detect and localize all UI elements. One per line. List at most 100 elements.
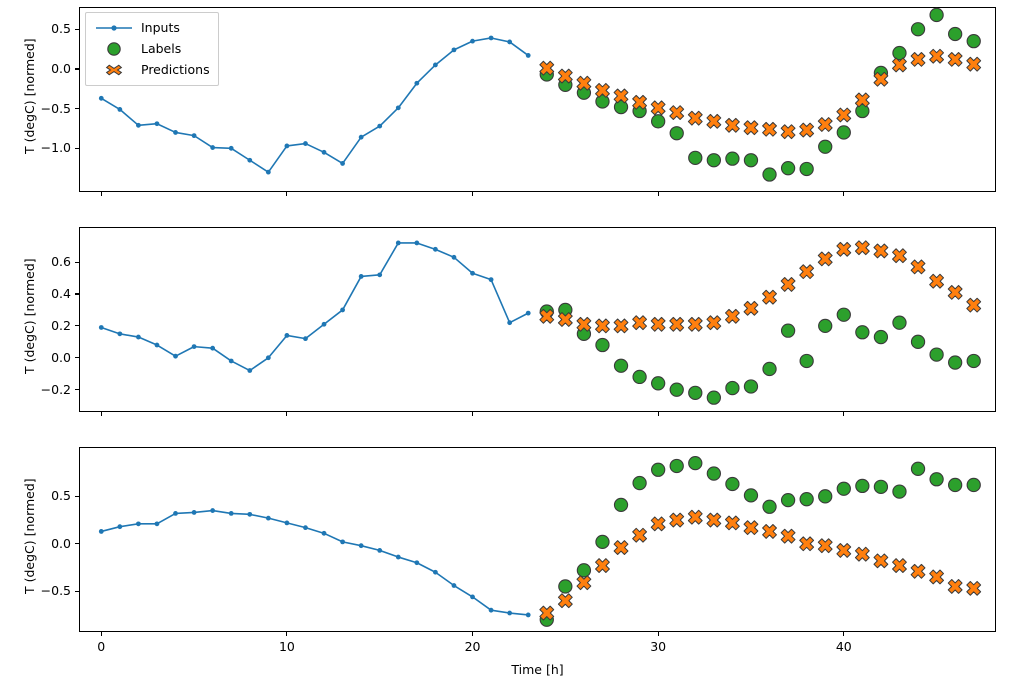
inputs-point xyxy=(358,274,364,279)
predictions-point xyxy=(669,512,685,528)
inputs-point xyxy=(470,38,475,44)
labels-point xyxy=(669,126,684,141)
legend-label-predictions: Predictions xyxy=(141,62,210,77)
labels-point xyxy=(818,139,833,154)
predictions-point xyxy=(799,122,815,138)
labels-point xyxy=(799,161,814,177)
panel-2-ytick xyxy=(75,357,79,359)
inputs-point xyxy=(228,511,234,516)
x-axis-tick-label: 30 xyxy=(650,639,667,654)
labels-point xyxy=(743,379,759,394)
labels-point xyxy=(669,382,684,397)
predictions-point xyxy=(873,71,889,87)
labels-point xyxy=(855,478,870,494)
labels-point xyxy=(743,153,759,168)
predictions-point xyxy=(743,300,759,316)
predictions-point xyxy=(706,315,722,331)
panel-1-axes xyxy=(79,7,996,192)
inputs-line xyxy=(100,509,530,616)
inputs-point xyxy=(340,307,345,313)
panel-2-ytick-label: −0.2 xyxy=(40,381,71,397)
labels-point xyxy=(706,153,721,168)
predictions-point xyxy=(947,579,963,594)
inputs-point xyxy=(433,246,438,252)
legend-label-labels: Labels xyxy=(141,41,182,56)
predictions-point xyxy=(762,524,777,539)
inputs-point xyxy=(173,511,178,516)
inputs-point xyxy=(507,320,513,326)
labels-point xyxy=(855,103,870,119)
inputs-point xyxy=(284,333,290,338)
labels-point xyxy=(948,477,963,493)
inputs-point xyxy=(117,107,123,112)
predictions-point xyxy=(947,284,963,300)
predictions-point xyxy=(595,318,610,334)
predictions-point xyxy=(780,124,796,140)
labels-point xyxy=(892,484,907,499)
labels-point xyxy=(910,22,926,37)
predictions-point xyxy=(947,51,963,67)
panel-1-xtick xyxy=(843,192,845,196)
labels-point xyxy=(966,353,981,369)
legend-entry-labels: Labels xyxy=(94,38,210,59)
panel-1-ytick xyxy=(75,108,79,110)
inputs-point xyxy=(358,134,364,140)
inputs-point xyxy=(433,569,438,575)
inputs-point xyxy=(191,344,197,350)
inputs-point xyxy=(98,529,104,534)
circle-marker-icon xyxy=(94,40,134,58)
predictions-point xyxy=(780,276,796,292)
inputs-point xyxy=(173,130,178,135)
predictions-point xyxy=(799,264,815,280)
predictions-point xyxy=(650,516,666,532)
inputs-point xyxy=(284,143,290,149)
labels-point xyxy=(929,7,944,23)
inputs-line xyxy=(100,37,530,173)
labels-point xyxy=(725,380,740,396)
x-axis-tick-label: 10 xyxy=(278,639,295,654)
labels-point xyxy=(613,358,629,373)
legend-entry-inputs: Inputs xyxy=(94,17,210,38)
panel-2-xtick xyxy=(472,412,474,416)
inputs-point xyxy=(395,105,401,111)
inputs-point xyxy=(247,157,253,163)
panel-2-xtick xyxy=(657,412,659,416)
labels-point xyxy=(595,94,610,109)
inputs-point xyxy=(377,123,383,129)
inputs-point xyxy=(377,272,383,278)
labels-point xyxy=(799,492,814,507)
panel-3-ytick xyxy=(75,543,79,545)
inputs-point xyxy=(340,539,345,545)
inputs-point xyxy=(228,145,234,151)
panel-2-ytick xyxy=(75,389,79,391)
panel-1-ytick-label: 0.0 xyxy=(51,60,71,76)
panel-2-ytick-label: 0.2 xyxy=(51,317,71,333)
labels-point xyxy=(780,492,796,508)
predictions-point xyxy=(743,520,759,536)
labels-point xyxy=(613,497,629,513)
predictions-point xyxy=(762,121,777,137)
inputs-point xyxy=(136,521,141,527)
panel-2-xtick xyxy=(843,412,845,416)
predictions-point xyxy=(669,316,685,332)
predictions-point xyxy=(780,528,796,544)
panel-1-xtick xyxy=(472,192,474,196)
labels-point xyxy=(966,33,981,49)
inputs-point xyxy=(210,345,216,351)
labels-point xyxy=(836,307,851,322)
predictions-point xyxy=(854,92,870,108)
panel-1-xtick xyxy=(657,192,659,196)
inputs-point xyxy=(488,277,494,283)
predictions-point xyxy=(836,241,852,257)
panel-3-plot xyxy=(98,455,982,627)
inputs-point xyxy=(358,543,364,549)
predictions-point xyxy=(910,51,926,67)
predictions-point xyxy=(762,289,777,305)
labels-point xyxy=(688,455,703,471)
inputs-point xyxy=(451,583,457,588)
labels-point xyxy=(966,477,981,493)
labels-point xyxy=(706,390,721,405)
inputs-point xyxy=(284,520,290,526)
predictions-point xyxy=(873,243,889,259)
